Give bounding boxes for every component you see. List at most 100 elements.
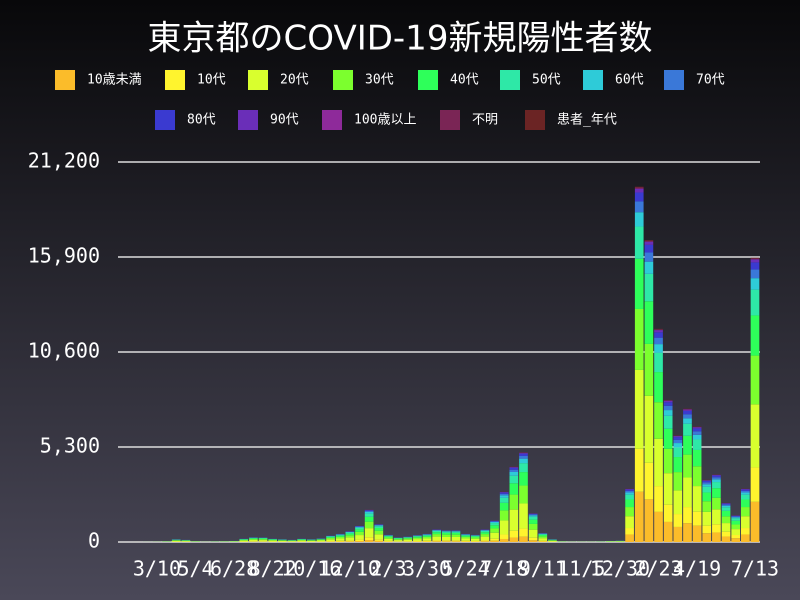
bar-segment [326, 539, 335, 542]
legend-swatch [500, 70, 520, 90]
bar-segment [692, 511, 702, 526]
bar-segment [741, 499, 750, 508]
x-tick-label: 5/24 [442, 557, 490, 581]
bar-segment [692, 525, 702, 542]
bar-segment [654, 511, 663, 542]
bar-segment [712, 474, 721, 476]
bar-segment [345, 540, 355, 542]
bar-segment [538, 538, 548, 541]
x-tick-label: 10/16 [281, 557, 341, 581]
bar-segment [663, 402, 673, 406]
bar-segment [413, 536, 422, 537]
bar-segment [644, 261, 654, 274]
x-tick-label: 7/18 [480, 557, 528, 581]
bar-segment [692, 427, 702, 429]
bar-segment [374, 530, 384, 535]
bar-segment [393, 538, 403, 540]
bar-segment [355, 531, 364, 536]
bar-segment [683, 409, 692, 411]
bar-segment [316, 540, 326, 542]
bar-segment [712, 477, 721, 480]
bar-segment [663, 428, 673, 449]
bar-segment [692, 431, 702, 435]
bar-segment [345, 541, 355, 542]
bar-segment [634, 448, 644, 492]
legend-label: 患者_年代 [557, 113, 617, 128]
bar-segment [384, 535, 393, 537]
bar-segment [702, 501, 712, 512]
bar-segment [384, 540, 393, 542]
bar-segment [750, 467, 760, 502]
bar-segment [509, 467, 519, 468]
bar-segment [470, 537, 480, 539]
bar-segment [490, 538, 499, 541]
bar-segment [432, 530, 442, 533]
bar-segment [335, 540, 345, 542]
x-tick-label: 7/13 [731, 557, 779, 581]
bar-segment [384, 538, 393, 541]
bar-segment [528, 519, 538, 524]
bar-segment [239, 539, 249, 541]
bar-segment [644, 499, 654, 542]
bar-segment [528, 515, 538, 517]
bar-segment [528, 523, 538, 530]
bar-segment [441, 534, 451, 537]
bar-segment [461, 535, 470, 537]
bar-segment [731, 516, 741, 518]
bar-segment [490, 520, 499, 522]
bar-segment [673, 514, 683, 527]
bar-segment [384, 536, 393, 538]
bar-segment [673, 447, 683, 458]
bar-segment [268, 540, 278, 542]
bar-segment [702, 482, 712, 485]
bar-segment [663, 410, 673, 416]
x-tick-label: 3/30 [403, 557, 451, 581]
bar-segment [721, 523, 731, 532]
bar-segment [451, 541, 461, 542]
bar-segment [683, 410, 692, 415]
bar-segment [509, 494, 519, 510]
bar-segment [741, 494, 750, 500]
bar-segment [316, 539, 326, 540]
bar-segment [249, 539, 258, 542]
bar-segment [721, 510, 731, 517]
bar-segment [519, 536, 528, 542]
bar-segment [441, 540, 451, 542]
bar-segment [654, 329, 663, 330]
bar-segment [673, 437, 683, 440]
bar-segment [644, 462, 654, 500]
bar-segment [663, 415, 673, 429]
legend-label: 10歳未満 [87, 73, 142, 88]
bar-segment [413, 537, 422, 540]
bar-segment [750, 289, 760, 316]
bar-segment [673, 439, 683, 444]
bar-segment [721, 507, 731, 511]
y-tick-label: 10,600 [28, 339, 100, 363]
bar-segment [422, 535, 432, 537]
legend-label: 60代 [615, 73, 644, 88]
legend-label: 80代 [187, 113, 216, 128]
bar-segment [712, 524, 721, 533]
legend-label: 100歳以上 [354, 113, 416, 128]
bar-segment [528, 514, 538, 516]
bar-segment [634, 308, 644, 370]
bar-segment [470, 540, 480, 542]
bar-segment [683, 523, 692, 542]
bar-segment [654, 372, 663, 403]
bar-segment [470, 535, 480, 537]
bar-segment [355, 541, 364, 542]
bar-segment [663, 473, 673, 505]
bar-segment [519, 452, 528, 454]
bar-segment [490, 523, 499, 526]
bar-segment [306, 540, 316, 542]
bar-segment [528, 513, 538, 515]
bar-segment [451, 532, 461, 535]
bar-segment [731, 524, 741, 530]
bar-segment [683, 414, 692, 419]
bar-segment [499, 538, 509, 542]
bar-segment [422, 540, 432, 542]
bar-segment [625, 489, 634, 490]
bar-segment [470, 536, 480, 538]
bar-segment [625, 492, 634, 495]
bar-segment [654, 486, 663, 512]
